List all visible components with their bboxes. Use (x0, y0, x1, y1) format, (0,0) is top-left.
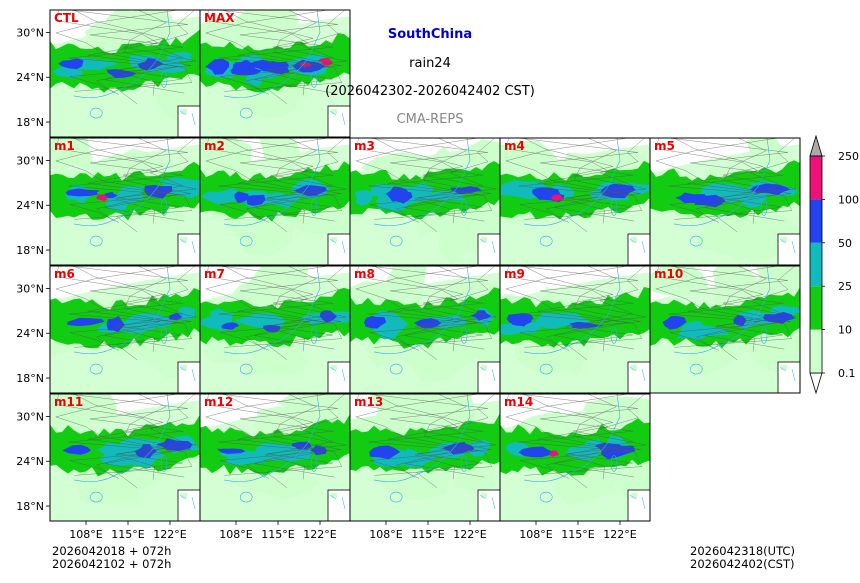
ytick-label: 24°N (16, 327, 44, 340)
panel-label: m12 (204, 395, 233, 409)
ytick-label: 18°N (16, 244, 44, 257)
valid-utc: 2026042318(UTC) (690, 544, 795, 558)
xtick-label: 122°E (153, 528, 186, 541)
valid-time: 2026042318(UTC) 2026042402(CST) (690, 545, 795, 571)
panel-label: m4 (504, 139, 525, 153)
panel-label: m13 (354, 395, 383, 409)
panel-m14: m14 (499, 393, 651, 522)
xtick-label: 108°E (369, 528, 402, 541)
colorbar: 0.1 10 25 50 100 250 (809, 134, 859, 395)
panel-label: m14 (504, 395, 533, 409)
colorbar-label: 100 (838, 193, 859, 206)
ytick-label: 30°N (16, 154, 44, 167)
colorbar-segment (810, 156, 822, 200)
panel-label: m5 (654, 139, 675, 153)
panel-label: m7 (204, 267, 225, 281)
ytick-label: 18°N (16, 116, 44, 129)
colorbar-label: 25 (838, 280, 852, 293)
panel-label: m3 (354, 139, 375, 153)
colorbar-segment (810, 199, 822, 243)
colorbar-label: 0.1 (838, 367, 856, 380)
panel-label: CTL (54, 11, 79, 25)
panel-m12: m12 (199, 393, 351, 522)
panel-label: m9 (504, 267, 525, 281)
panel-m9: m9 (499, 265, 651, 394)
xtick-label: 108°E (519, 528, 552, 541)
panel-m10: m10 (649, 265, 801, 394)
panel-m2: m2 (199, 137, 351, 266)
colorbar-extend-min (809, 372, 823, 395)
ytick-label: 24°N (16, 455, 44, 468)
colorbar-segment (810, 286, 822, 330)
xtick-label: 122°E (603, 528, 636, 541)
colorbar-segment (810, 329, 822, 373)
xtick-label: 122°E (303, 528, 336, 541)
panel-label: m1 (54, 139, 75, 153)
init-time: 2026042018 + 072h 2026042102 + 072h (52, 545, 171, 571)
panel-label: MAX (204, 11, 235, 25)
panel-m1: m1 (49, 137, 201, 266)
panel-m5: m5 (649, 137, 801, 266)
panel-m11: m11 (49, 393, 201, 522)
panel-label: m10 (654, 267, 683, 281)
valid-cst: 2026042402(CST) (690, 557, 795, 571)
colorbar-label: 10 (838, 324, 852, 337)
panel-label: m8 (354, 267, 375, 281)
panel-m3: m3 (349, 137, 501, 266)
panel-label: m11 (54, 395, 83, 409)
panel-label: m2 (204, 139, 225, 153)
ytick-label: 24°N (16, 199, 44, 212)
ytick-label: 30°N (16, 410, 44, 423)
panel-m13: m13 (349, 393, 501, 522)
panel-CTL: CTL (49, 9, 201, 138)
ytick-label: 18°N (16, 500, 44, 513)
chart-title: SouthChina (387, 27, 473, 42)
panel-MAX: MAX (199, 9, 351, 138)
colorbar-extend-max (809, 134, 823, 157)
colorbar-segment (810, 242, 822, 287)
source-label: CMA-REPS (396, 112, 464, 127)
xtick-label: 115°E (261, 528, 294, 541)
panel-grid: CTL MAX m1 m2 m3 m4 m5 m6 m7 m8 m9 m10 m11 m12 m13 m14 (49, 9, 801, 522)
axis-labels: 30°N 24°N 18°N 30°N 24°N 18°N 30°N 24°N 18°N 30°N… (16, 26, 637, 541)
panel-m4: m4 (499, 137, 651, 266)
ytick-label: 24°N (16, 71, 44, 84)
init-line-1: 2026042018 + 072h (52, 544, 172, 558)
colorbar-label: 50 (838, 237, 852, 250)
xtick-label: 108°E (69, 528, 102, 541)
init-line-2: 2026042102 + 072h (52, 557, 172, 571)
panel-m8: m8 (349, 265, 501, 394)
ytick-label: 18°N (16, 372, 44, 385)
xtick-label: 108°E (219, 528, 252, 541)
variable-label: rain24 (409, 56, 451, 71)
panel-m7: m7 (199, 265, 351, 394)
ytick-label: 30°N (16, 282, 44, 295)
xtick-label: 115°E (111, 528, 144, 541)
xtick-label: 115°E (561, 528, 594, 541)
panel-m6: m6 (49, 265, 201, 394)
xtick-label: 122°E (453, 528, 486, 541)
ytick-label: 30°N (16, 26, 44, 39)
xtick-label: 115°E (411, 528, 444, 541)
period-label: (2026042302-2026042402 CST) (325, 84, 535, 99)
panel-label: m6 (54, 267, 75, 281)
colorbar-label: 250 (838, 150, 859, 163)
